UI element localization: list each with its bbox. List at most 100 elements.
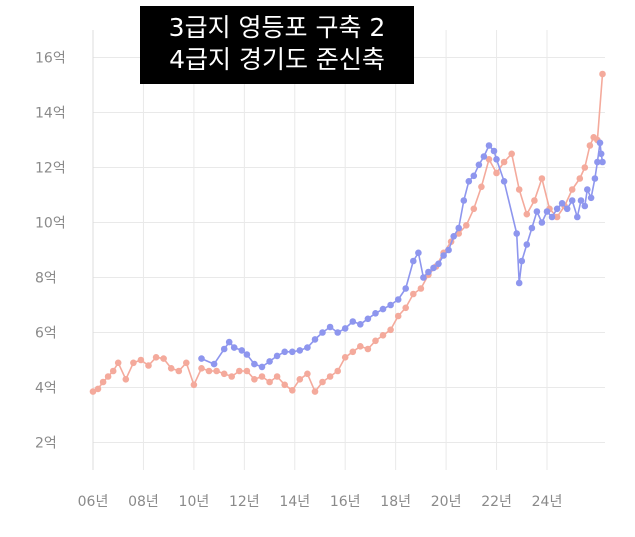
data-point xyxy=(480,153,488,160)
data-point xyxy=(410,257,417,265)
data-point xyxy=(445,246,452,254)
data-point xyxy=(450,233,458,240)
data-point xyxy=(311,388,319,395)
data-point xyxy=(387,326,394,334)
grid-lines xyxy=(92,30,605,470)
data-point xyxy=(538,175,546,182)
data-point xyxy=(357,321,364,328)
data-point xyxy=(349,318,357,325)
data-point xyxy=(455,224,463,232)
data-point xyxy=(402,304,410,312)
data-point xyxy=(372,337,379,345)
data-point xyxy=(213,367,220,375)
data-point xyxy=(584,186,591,193)
data-point xyxy=(210,360,218,368)
y-tick-label: 16억 xyxy=(35,51,66,67)
data-point xyxy=(493,156,500,163)
y-tick-label: 6억 xyxy=(35,326,57,342)
data-point xyxy=(493,169,500,177)
data-point xyxy=(364,315,372,323)
data-point xyxy=(470,172,478,180)
data-point xyxy=(258,373,266,380)
x-tick-label: 06년 xyxy=(78,494,109,510)
data-point xyxy=(568,186,576,193)
data-point xyxy=(372,310,379,317)
chart-title-line-1: 3급지 영등포 구축 2 xyxy=(168,13,386,42)
data-point xyxy=(430,264,437,272)
data-point xyxy=(581,202,589,210)
data-point xyxy=(379,305,387,313)
data-point xyxy=(304,344,311,351)
data-point xyxy=(420,274,427,281)
data-point xyxy=(238,347,246,354)
data-point xyxy=(485,142,493,149)
data-point xyxy=(531,197,538,204)
data-point xyxy=(228,373,235,380)
x-tick-label: 14년 xyxy=(279,494,310,510)
data-point xyxy=(394,296,402,303)
data-point xyxy=(289,348,296,356)
series-salmon xyxy=(89,70,606,395)
data-point xyxy=(190,381,198,389)
data-point xyxy=(597,150,605,158)
data-point xyxy=(576,175,584,182)
data-point xyxy=(220,370,228,378)
x-tick-label: 12년 xyxy=(229,494,260,510)
series-blue xyxy=(198,139,606,371)
data-point xyxy=(475,161,483,169)
chart-title-line-2: 4급지 경기도 준신축 xyxy=(169,45,385,74)
data-point xyxy=(334,329,342,336)
data-point xyxy=(402,285,410,292)
y-tick-label: 4억 xyxy=(35,381,57,397)
data-point xyxy=(198,365,205,372)
data-point xyxy=(515,279,523,287)
x-tick-label: 24년 xyxy=(532,494,563,510)
series-line xyxy=(92,73,604,393)
data-point xyxy=(523,241,531,248)
data-point xyxy=(591,175,599,182)
data-point xyxy=(89,388,97,395)
data-point xyxy=(137,356,145,364)
data-point xyxy=(152,354,160,361)
data-point xyxy=(558,200,566,207)
data-point xyxy=(415,249,422,257)
data-point xyxy=(341,325,349,332)
x-tick-label: 16년 xyxy=(330,494,361,510)
y-tick-labels: 2억 4억 6억 8억 10억 12억 14억 16억 xyxy=(35,51,66,452)
data-point xyxy=(581,164,589,171)
data-point xyxy=(94,385,102,393)
data-point xyxy=(577,197,585,204)
data-point xyxy=(410,290,417,298)
data-point xyxy=(243,367,251,375)
data-point xyxy=(334,367,342,375)
data-point xyxy=(273,352,281,360)
data-point xyxy=(122,376,130,383)
data-point xyxy=(296,347,304,354)
data-point xyxy=(500,178,508,185)
data-point xyxy=(357,343,364,350)
data-point xyxy=(523,210,531,218)
data-point xyxy=(326,373,334,380)
data-point xyxy=(548,213,556,221)
data-point xyxy=(311,336,319,343)
data-point xyxy=(379,332,387,339)
data-point xyxy=(515,186,523,193)
data-point xyxy=(508,150,515,158)
data-point xyxy=(251,376,258,383)
data-point xyxy=(230,344,238,351)
x-tick-label: 08년 xyxy=(128,494,159,510)
data-point xyxy=(435,260,442,268)
data-point xyxy=(533,208,541,215)
x-tick-labels: 06년 08년 10년 12년 14년 16년 18년 20년 22년 24년 xyxy=(78,494,563,510)
data-point xyxy=(463,222,470,229)
x-tick-label: 20년 xyxy=(431,494,462,510)
data-point xyxy=(518,257,526,265)
data-point xyxy=(145,362,152,369)
data-point xyxy=(587,194,595,202)
x-tick-label: 10년 xyxy=(179,494,210,510)
data-point xyxy=(114,359,122,367)
data-point xyxy=(258,363,266,371)
data-point xyxy=(563,205,571,213)
data-point xyxy=(538,219,546,226)
